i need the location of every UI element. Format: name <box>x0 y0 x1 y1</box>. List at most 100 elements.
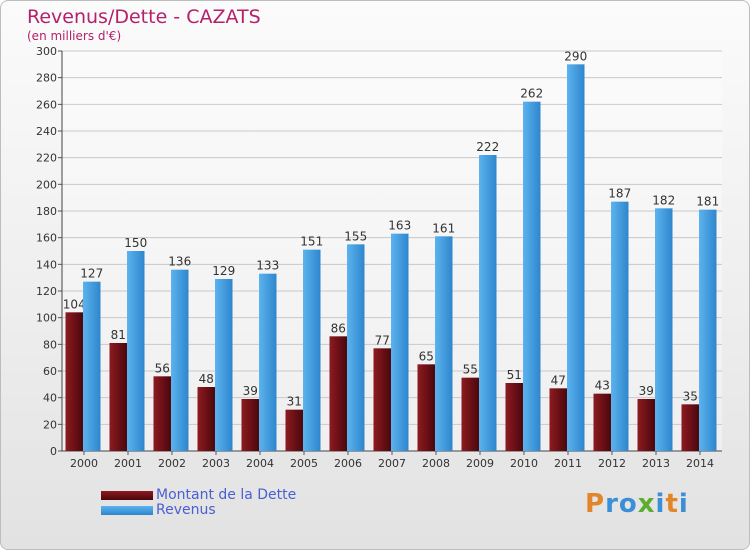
data-label-revenus: 129 <box>212 264 235 278</box>
bar-dette <box>637 399 655 451</box>
logo-letter: r <box>605 489 619 519</box>
x-tick-label: 2011 <box>554 457 582 470</box>
bar-dette <box>65 312 83 451</box>
x-tick-label: 2000 <box>70 457 98 470</box>
x-tick-label: 2005 <box>290 457 318 470</box>
y-tick-label: 180 <box>36 205 57 218</box>
y-tick-label: 160 <box>36 232 57 245</box>
x-tick-label: 2009 <box>466 457 494 470</box>
data-label-dette: 104 <box>63 297 86 311</box>
legend-swatch-dette <box>101 491 153 500</box>
x-tick-label: 2014 <box>686 457 714 470</box>
data-label-revenus: 187 <box>608 187 631 201</box>
bar-revenus <box>699 209 717 451</box>
logo-letter: i <box>655 489 666 519</box>
data-label-dette: 55 <box>463 363 478 377</box>
bar-revenus <box>611 201 629 451</box>
bar-revenus <box>215 279 233 451</box>
data-label-dette: 31 <box>287 395 302 409</box>
y-tick-label: 80 <box>43 338 57 351</box>
bar-revenus <box>303 249 321 451</box>
x-tick-label: 2008 <box>422 457 450 470</box>
bar-revenus <box>83 281 101 451</box>
legend-label-dette: Montant de la Dette <box>156 487 297 503</box>
proxiti-logo: Proxiti <box>585 489 689 519</box>
x-tick-label: 2013 <box>642 457 670 470</box>
chart-title: Revenus/Dette - CAZATS <box>27 6 261 28</box>
y-tick-label: 100 <box>36 312 57 325</box>
chart-subtitle: (en milliers d'€) <box>27 29 122 43</box>
bar-revenus <box>347 244 365 451</box>
data-label-dette: 43 <box>595 379 610 393</box>
bar-dette <box>461 377 479 451</box>
bar-revenus <box>567 64 585 452</box>
y-tick-label: 20 <box>43 418 57 431</box>
x-tick-label: 2012 <box>598 457 626 470</box>
y-tick-label: 40 <box>43 392 57 405</box>
data-label-revenus: 161 <box>432 221 455 235</box>
data-label-revenus: 150 <box>124 236 147 250</box>
data-label-dette: 48 <box>199 372 214 386</box>
data-label-dette: 86 <box>331 321 346 335</box>
y-tick-label: 120 <box>36 285 57 298</box>
bar-revenus <box>523 101 541 452</box>
x-tick-label: 2003 <box>202 457 230 470</box>
data-label-dette: 77 <box>375 333 390 347</box>
data-label-revenus: 290 <box>564 49 587 63</box>
x-tick-label: 2004 <box>246 457 274 470</box>
bar-dette <box>241 399 259 451</box>
y-tick-label: 200 <box>36 178 57 191</box>
y-tick-label: 300 <box>36 45 57 58</box>
y-tick-label: 280 <box>36 72 57 85</box>
y-tick-label: 0 <box>50 445 57 458</box>
data-label-dette: 39 <box>243 384 258 398</box>
bar-revenus <box>171 269 189 451</box>
data-label-revenus: 222 <box>476 140 499 154</box>
x-tick-label: 2002 <box>158 457 186 470</box>
bar-dette <box>153 376 171 451</box>
data-label-revenus: 163 <box>388 219 411 233</box>
data-label-revenus: 181 <box>696 195 719 209</box>
bar-dette <box>373 348 391 451</box>
data-label-revenus: 133 <box>256 259 279 273</box>
legend-label-revenus: Revenus <box>156 502 216 518</box>
logo-letter: x <box>637 489 656 519</box>
data-label-dette: 35 <box>683 389 698 403</box>
bar-dette <box>505 383 523 451</box>
logo-letter: i <box>678 489 689 519</box>
logo-letter: t <box>665 489 679 519</box>
x-tick-label: 2006 <box>334 457 362 470</box>
y-tick-label: 260 <box>36 98 57 111</box>
bar-revenus <box>259 273 277 451</box>
data-label-dette: 39 <box>639 384 654 398</box>
bar-dette <box>549 388 567 451</box>
x-tick-label: 2001 <box>114 457 142 470</box>
bar-revenus <box>127 251 145 451</box>
bar-dette <box>109 343 127 451</box>
bar-dette <box>197 387 215 451</box>
y-tick-label: 140 <box>36 258 57 271</box>
data-label-revenus: 151 <box>300 235 323 249</box>
bar-dette <box>417 364 435 451</box>
bar-dette <box>329 336 347 451</box>
legend-swatch-revenus <box>101 506 153 515</box>
bar-revenus <box>435 236 453 451</box>
data-label-revenus: 262 <box>520 87 543 101</box>
bar-dette <box>593 393 611 451</box>
data-label-dette: 47 <box>551 373 566 387</box>
data-label-dette: 65 <box>419 349 434 363</box>
y-tick-label: 240 <box>36 125 57 138</box>
bar-dette <box>285 409 303 451</box>
data-label-dette: 81 <box>111 328 126 342</box>
data-label-revenus: 182 <box>652 193 675 207</box>
bar-revenus <box>655 208 673 451</box>
data-label-dette: 51 <box>507 368 522 382</box>
bar-dette <box>681 404 699 451</box>
logo-letter: P <box>585 489 606 519</box>
bar-revenus <box>479 155 497 451</box>
data-label-revenus: 155 <box>344 229 367 243</box>
data-label-revenus: 136 <box>168 255 191 269</box>
data-label-dette: 56 <box>155 361 170 375</box>
